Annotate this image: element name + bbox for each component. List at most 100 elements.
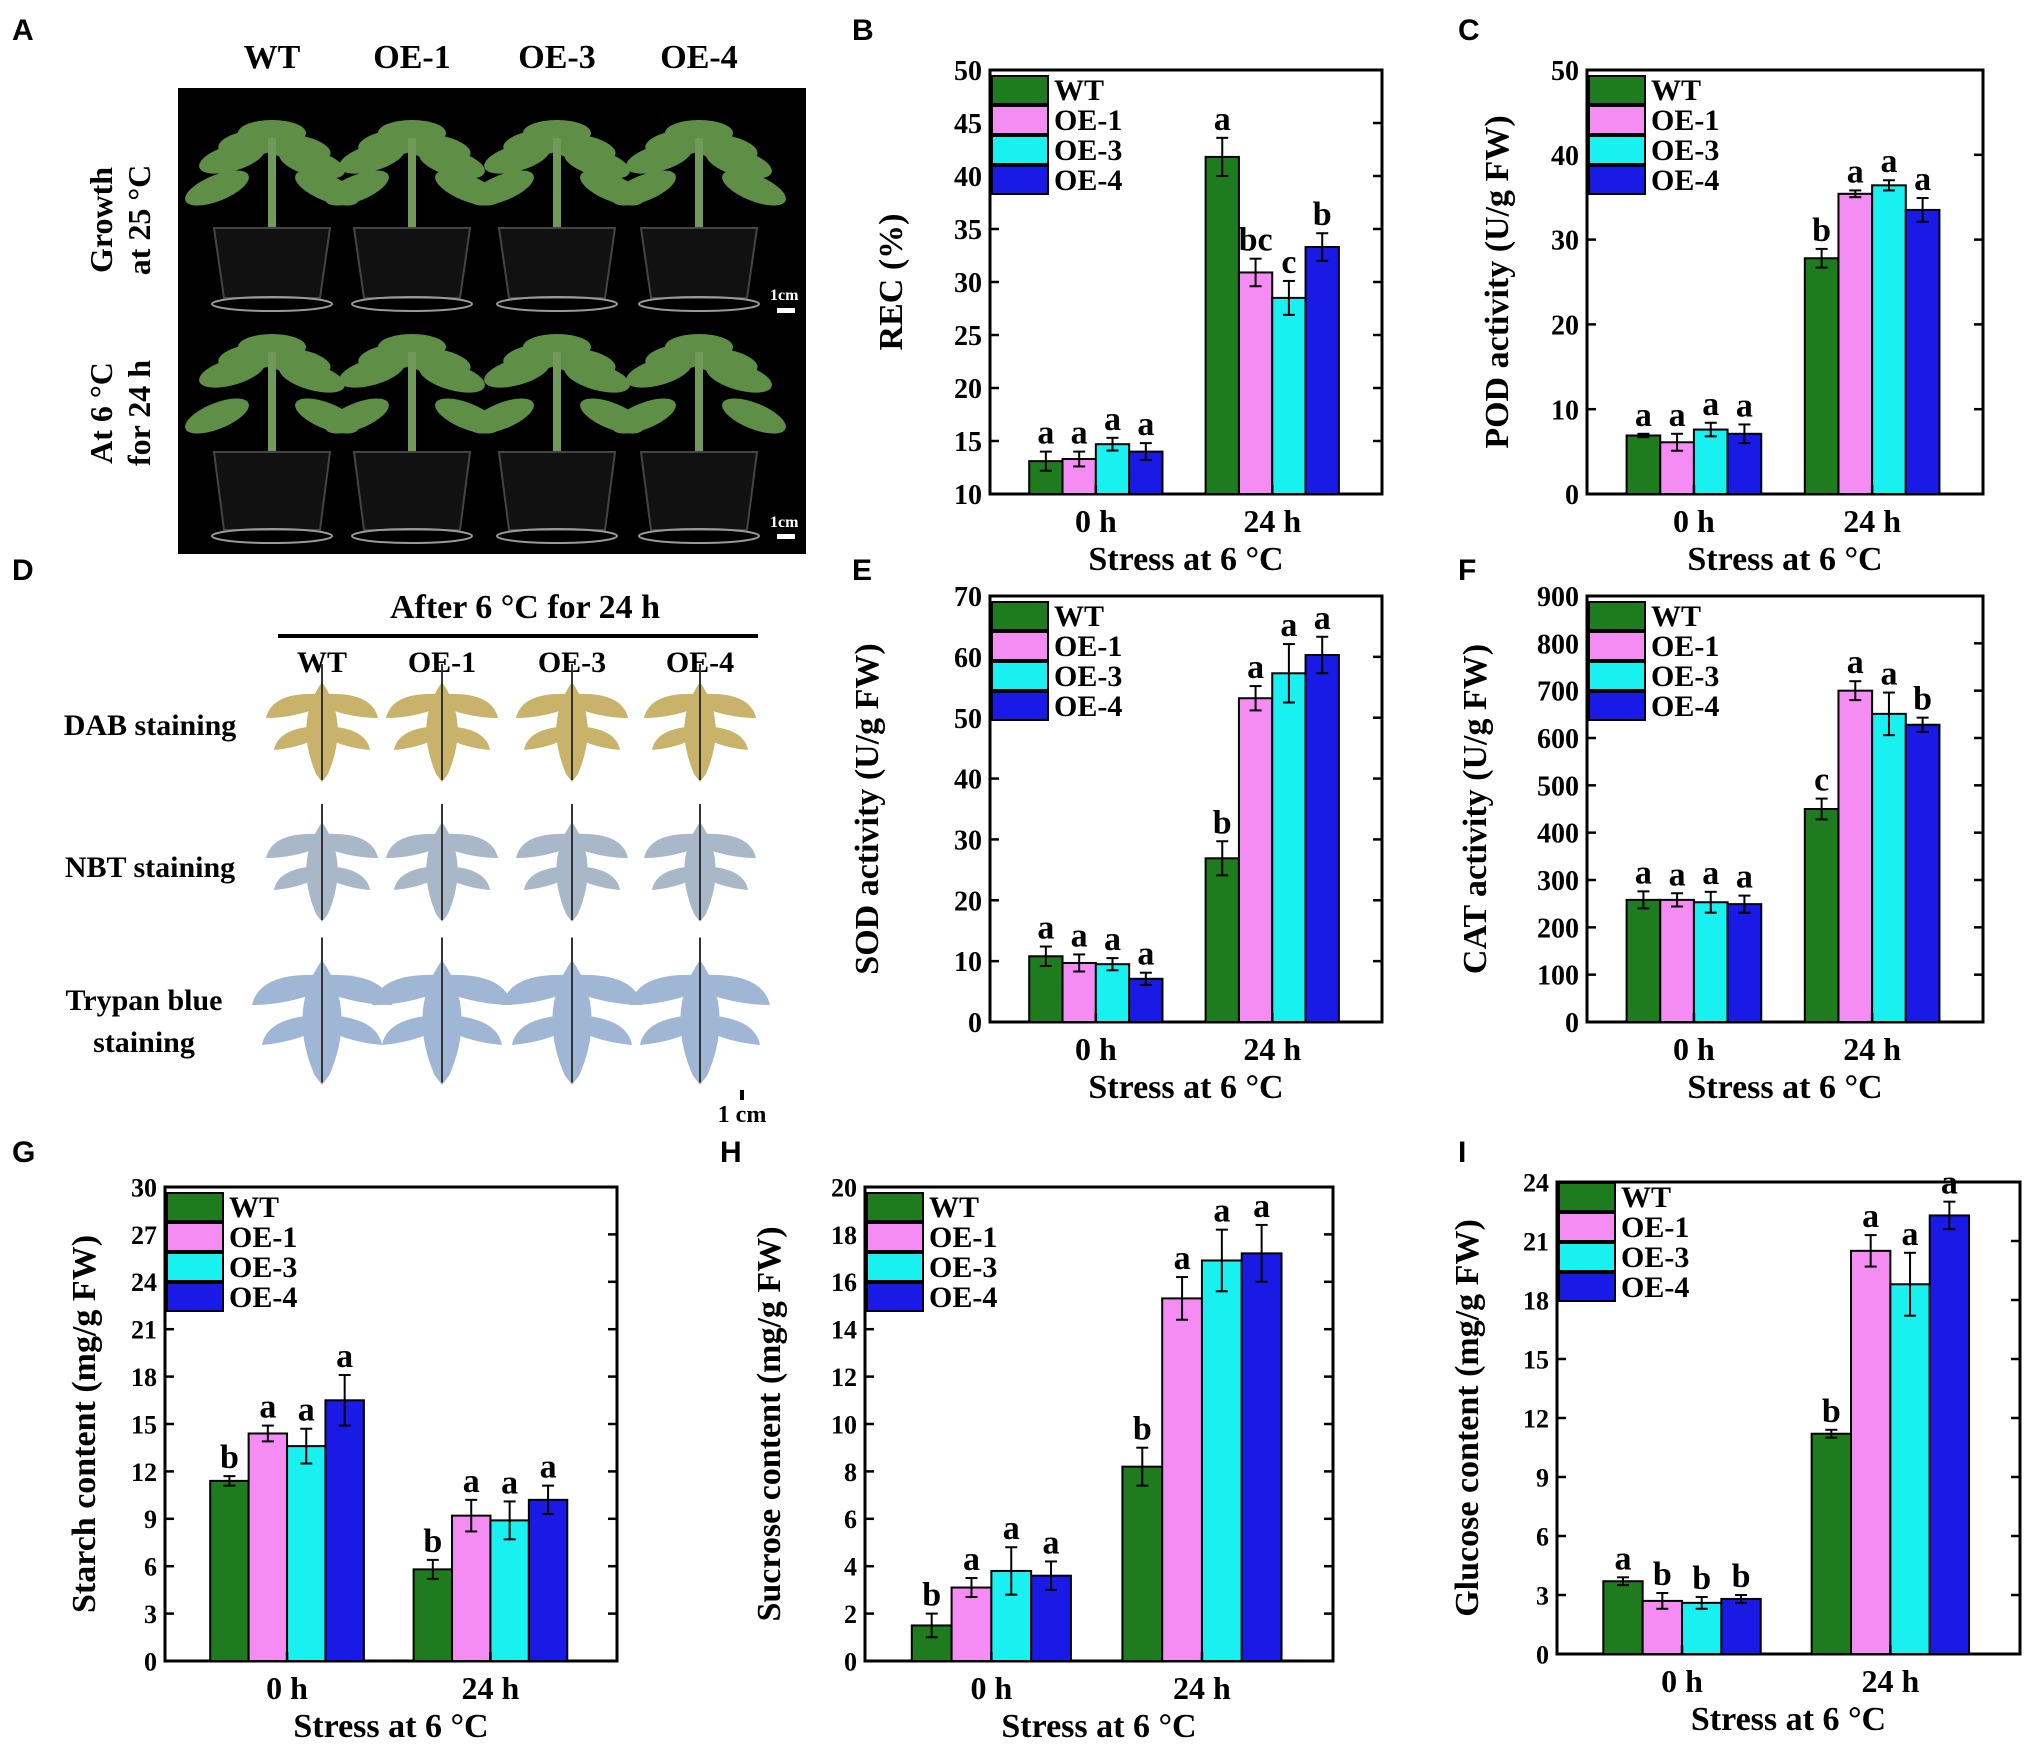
bar (527, 1498, 569, 1662)
legend-swatch (1588, 105, 1646, 135)
y-tick-label: 800 (1537, 629, 1579, 660)
panel-letter-d: D (12, 554, 34, 587)
y-tick-label: 12 (831, 1363, 857, 1392)
significance-letter: a (1003, 1510, 1020, 1547)
significance-letter: a (1280, 607, 1297, 644)
x-tick-label: 0 h (1075, 503, 1117, 539)
y-tick-label: 0 (144, 1647, 157, 1676)
pot-tray-icon (351, 296, 473, 312)
y-tick-label: 21 (131, 1316, 157, 1345)
significance-letter: a (1314, 600, 1331, 637)
y-tick-label: 6 (144, 1553, 157, 1582)
significance-letter: a (1914, 161, 1931, 198)
photo-column-label-oe4: OE-4 (660, 39, 737, 76)
plant-photo (185, 120, 359, 312)
significance-letter: a (1847, 644, 1864, 681)
plant-stem-icon (695, 352, 703, 454)
pot-icon (497, 451, 617, 531)
legend-swatch (991, 75, 1049, 105)
legend-swatch (866, 1282, 924, 1312)
panel-letter: G (12, 1136, 35, 1169)
y-tick-label: 40 (954, 765, 982, 796)
bar (1161, 1297, 1203, 1662)
bar (1304, 654, 1340, 1023)
bar (1121, 1465, 1164, 1663)
legend-label: OE-4 (1054, 164, 1122, 197)
dab-leaf-icon (266, 664, 378, 782)
significance-letter: a (963, 1541, 980, 1578)
nbt-leaf-icon (386, 804, 498, 922)
bar (1681, 1601, 1723, 1656)
legend-label: OE-4 (1651, 690, 1719, 723)
bar (1304, 246, 1340, 495)
significance-letter: a (1104, 921, 1121, 958)
bar (1204, 155, 1240, 495)
bar (451, 1514, 492, 1663)
legend-label: OE-3 (1054, 134, 1122, 167)
legend-label: OE-3 (1621, 1241, 1689, 1274)
legend-label: OE-4 (1621, 1271, 1689, 1304)
y-tick-label: 24 (131, 1268, 157, 1297)
significance-letter: a (501, 1464, 518, 1501)
staining-header: After 6 °C for 24 h (390, 589, 660, 626)
legend-label: OE-4 (1054, 690, 1122, 723)
bar (1803, 257, 1840, 496)
plant-photo (185, 334, 359, 544)
legend-swatch (1588, 631, 1646, 661)
y-tick-label: 2 (844, 1600, 857, 1629)
x-axis-label: Stress at 6 °C (293, 1708, 488, 1745)
photo-column-label-wt: WT (244, 39, 301, 76)
y-tick-label: 27 (131, 1221, 157, 1250)
plant-leaves-icon (325, 334, 499, 434)
significance-letter: b (1653, 1556, 1672, 1593)
legend-swatch (1588, 135, 1646, 165)
y-tick-label: 0 (968, 1008, 982, 1039)
y-tick-label: 40 (1551, 141, 1579, 172)
y-tick-label: 10 (831, 1410, 857, 1439)
panel-letter: F (1458, 554, 1476, 587)
y-axis-label: Sucrose content (mg/g FW) (751, 1226, 788, 1621)
legend-label: WT (1651, 600, 1701, 633)
legend-swatch (1558, 1242, 1616, 1272)
y-axis-label: Starch content (mg/g FW) (66, 1235, 103, 1613)
significance-letter: bc (1239, 222, 1273, 259)
significance-letter: a (1614, 1540, 1631, 1577)
legend-label: OE-1 (1054, 104, 1122, 137)
bar (1692, 428, 1729, 495)
bar (1692, 901, 1729, 1023)
chart-g: G 0 3 6 9 12 15 18 21 24 27 30 Starch content (mg/g … (12, 1136, 619, 1745)
dab-leaf-icon (516, 664, 628, 782)
y-tick-label: 21 (1523, 1227, 1549, 1256)
legend-label: OE-4 (1651, 164, 1719, 197)
nbt-leaf-icon (266, 804, 378, 922)
y-tick-label: 700 (1537, 677, 1579, 708)
legend-swatch (991, 601, 1049, 631)
y-tick-label: 9 (1536, 1463, 1549, 1492)
panel-letter-a: A (12, 14, 34, 47)
plant-photo (612, 334, 786, 544)
x-tick-label: 0 h (1661, 1663, 1703, 1699)
y-tick-label: 70 (954, 582, 982, 613)
pot-icon (352, 227, 472, 299)
legend-swatch (166, 1252, 224, 1282)
y-tick-label: 500 (1537, 771, 1579, 802)
y-tick-label: 20 (831, 1173, 857, 1202)
x-tick-label: 24 h (1843, 503, 1901, 539)
y-tick-label: 300 (1537, 866, 1579, 897)
photo-row-label-25c-line1: Growth (83, 167, 119, 273)
x-axis-label: Stress at 6 °C (1687, 1069, 1882, 1106)
dab-leaf-icon (644, 664, 756, 782)
x-axis-label: Stress at 6 °C (1088, 541, 1283, 578)
pot-tray-icon (638, 528, 760, 544)
bar (1904, 723, 1941, 1023)
panel-letter: C (1458, 14, 1480, 47)
y-axis-label: REC (%) (873, 214, 910, 351)
significance-letter: a (1702, 855, 1719, 892)
legend-label: OE-1 (229, 1221, 297, 1254)
y-tick-label: 50 (1551, 56, 1579, 87)
y-tick-label: 10 (1551, 395, 1579, 426)
bar (1237, 271, 1274, 495)
